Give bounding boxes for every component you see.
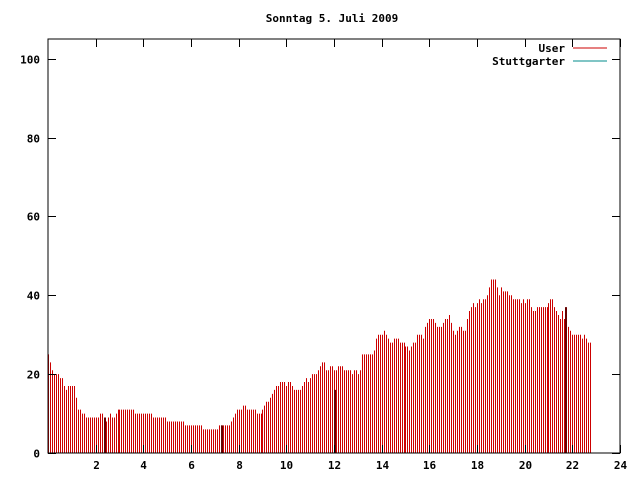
- series-user-spikes: [104, 307, 567, 453]
- y-tick-label: 0: [33, 448, 40, 461]
- x-tick-label: 20: [519, 459, 532, 472]
- x-tick-label: 4: [140, 459, 147, 472]
- x-tick-label: 8: [236, 459, 243, 472]
- x-tick-label: 16: [423, 459, 437, 472]
- series-user-bars: [48, 279, 591, 453]
- chart-title: Sonntag 5. Juli 2009: [266, 12, 398, 25]
- x-tick-label: 12: [328, 459, 341, 472]
- x-tick-label: 10: [280, 459, 293, 472]
- y-tick-label: 40: [27, 290, 40, 303]
- y-tick-label: 20: [27, 369, 40, 382]
- x-tick-label: 24: [614, 459, 628, 472]
- x-tick-label: 14: [376, 459, 390, 472]
- legend: User Stuttgarter: [492, 42, 607, 68]
- y-tick-label: 80: [27, 133, 40, 146]
- x-tick-label: 22: [566, 459, 579, 472]
- y-axis: 0 20 40 60 80 100: [20, 54, 620, 461]
- legend-label-user: User: [539, 42, 566, 55]
- x-axis: 2 4 6 8 10 12 14 16 18 20 22 24: [93, 39, 627, 472]
- x-tick-label: 2: [93, 459, 100, 472]
- legend-label-stuttgarter: Stuttgarter: [492, 55, 565, 68]
- x-tick-label: 18: [471, 459, 484, 472]
- x-tick-label: 6: [188, 459, 195, 472]
- y-tick-label: 100: [20, 54, 40, 67]
- y-tick-label: 60: [27, 211, 40, 224]
